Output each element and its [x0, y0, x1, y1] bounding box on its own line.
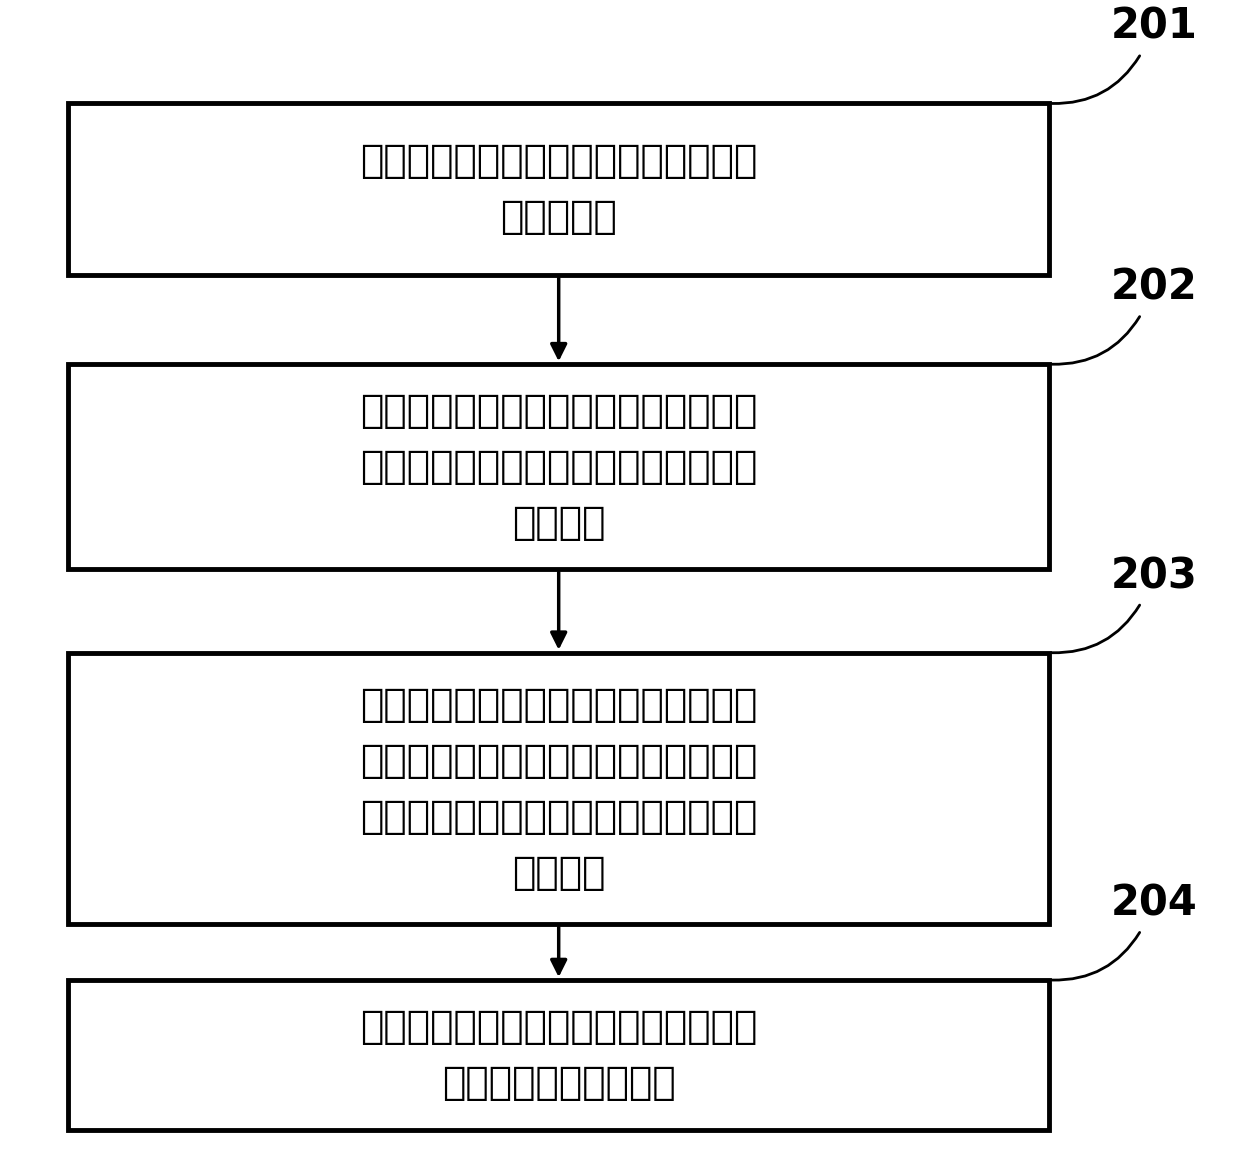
- Text: 201: 201: [1111, 6, 1198, 48]
- Text: 203: 203: [1111, 555, 1198, 597]
- Text: 202: 202: [1111, 267, 1197, 309]
- Text: 获取车辆状态信息，并对所述交通信号
采集单元采集的交通信号状态信息以及
所述车辆状态信息进行综合分析，确定
分析结果: 获取车辆状态信息，并对所述交通信号 采集单元采集的交通信号状态信息以及 所述车辆…: [360, 686, 758, 892]
- Bar: [68, 653, 1049, 924]
- Bar: [68, 364, 1049, 570]
- Text: 当所述车辆位置与交通信号灯位置之间
的距离达到预设阈值时，启动交通信号
采集单元: 当所述车辆位置与交通信号灯位置之间 的距离达到预设阈值时，启动交通信号 采集单元: [360, 392, 758, 542]
- Text: 204: 204: [1111, 882, 1197, 924]
- Text: 将所述分析结果进行图像处理后，通过
投影单元投影到显示屏: 将所述分析结果进行图像处理后，通过 投影单元投影到显示屏: [360, 1007, 758, 1102]
- Text: 主控单元获取车辆位置信息与交通信号
灯位置信息: 主控单元获取车辆位置信息与交通信号 灯位置信息: [360, 143, 758, 236]
- Bar: [68, 980, 1049, 1130]
- Bar: [68, 103, 1049, 275]
